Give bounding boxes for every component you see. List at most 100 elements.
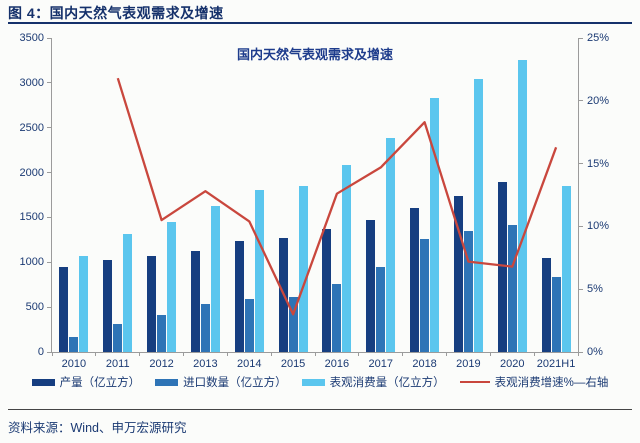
bar-2 bbox=[157, 314, 167, 352]
bar-3 bbox=[79, 255, 89, 352]
legend-label: 进口数量（亿立方） bbox=[183, 377, 287, 389]
bar-1 bbox=[234, 240, 244, 352]
bar-3 bbox=[167, 222, 177, 352]
chart-title: 国内天然气表观需求及增速 bbox=[236, 47, 393, 62]
x-tick bbox=[446, 353, 447, 356]
y-axis-label-right: 25% bbox=[587, 32, 610, 44]
bar-2 bbox=[551, 277, 561, 352]
y-axis-label-right: 0% bbox=[587, 346, 603, 358]
bar-2 bbox=[507, 225, 517, 352]
y-tick-right bbox=[579, 225, 583, 227]
x-tick bbox=[183, 353, 184, 356]
y-axis-left bbox=[51, 38, 52, 352]
y-axis-right bbox=[578, 38, 579, 352]
y-tick-right bbox=[579, 288, 583, 290]
bar-2 bbox=[332, 284, 342, 352]
x-tick bbox=[402, 353, 404, 356]
x-axis-label: 2013 bbox=[193, 358, 218, 370]
legend-item: 表观消费量（亿立方） bbox=[301, 374, 445, 390]
y-axis-label: 1000 bbox=[19, 256, 44, 269]
y-axis-label: 0 bbox=[37, 346, 44, 358]
growth-line bbox=[116, 77, 558, 316]
x-axis-label: 2021H1 bbox=[536, 358, 576, 370]
y-axis-label-right: 5% bbox=[587, 283, 603, 296]
y-axis-label: 500 bbox=[25, 301, 44, 314]
bar-2 bbox=[463, 230, 473, 352]
growth-polyline bbox=[116, 77, 558, 316]
legend-line-swatch bbox=[459, 380, 490, 384]
bar-1 bbox=[322, 229, 332, 352]
source-divider bbox=[8, 409, 632, 410]
y-axis-label: 3500 bbox=[19, 32, 44, 44]
y-tick-right bbox=[579, 351, 583, 353]
x-axis-label: 2018 bbox=[412, 358, 437, 370]
legend: 产量（亿立方） 进口数量（亿立方） 表观消费量（亿立方） 表观消费增速%—右轴 bbox=[0, 374, 640, 390]
x-axis-label: 2010 bbox=[61, 358, 87, 370]
bar-3 bbox=[561, 186, 571, 352]
legend-label: 产量（亿立方） bbox=[59, 377, 141, 389]
x-tick bbox=[577, 353, 579, 356]
bar-3 bbox=[386, 137, 396, 352]
bar-2 bbox=[113, 324, 123, 352]
bar-1 bbox=[497, 182, 507, 352]
source-text: 资料来源：Wind、申万宏源研究 bbox=[8, 421, 187, 435]
bar-3 bbox=[342, 164, 352, 352]
y-tick-right bbox=[579, 100, 583, 102]
legend-item: 进口数量（亿立方） bbox=[155, 374, 287, 390]
y-axis-label-right: 10% bbox=[587, 220, 610, 233]
bar-1 bbox=[410, 207, 420, 352]
legend-bar-swatch bbox=[31, 378, 55, 386]
title-divider bbox=[8, 22, 632, 24]
figure-title: 图 4：国内天然气表观需求及增速 bbox=[8, 5, 224, 21]
y-tick-left bbox=[47, 216, 51, 218]
chart: 国内天然气表观需求及增速 0 500 1000 1500 2000 2500 3000 350… bbox=[0, 24, 640, 399]
x-tick bbox=[139, 353, 141, 356]
x-tick bbox=[489, 353, 491, 356]
bar-3 bbox=[254, 189, 264, 352]
legend-label: 表观消费量（亿立方） bbox=[329, 377, 445, 389]
plot-area: 0 500 1000 1500 2000 2500 3000 3500 0% 5% 10% 15% 20… bbox=[20, 32, 610, 370]
x-axis-label: 2019 bbox=[456, 358, 481, 370]
y-tick-left bbox=[47, 82, 51, 84]
legend-label: 表观消费增速%—右轴 bbox=[494, 377, 609, 389]
bar-1 bbox=[453, 195, 463, 352]
x-axis-label: 2012 bbox=[149, 358, 174, 370]
bar-2 bbox=[244, 299, 254, 352]
bar-1 bbox=[59, 266, 69, 352]
bar-3 bbox=[473, 79, 483, 352]
bar-1 bbox=[103, 259, 113, 352]
y-axis-label: 2000 bbox=[19, 166, 44, 179]
x-axis-label: 2020 bbox=[500, 358, 525, 370]
x-tick bbox=[270, 353, 272, 356]
y-axis-label-right: 20% bbox=[587, 94, 610, 107]
y-axis-label: 3000 bbox=[19, 76, 44, 89]
x-tick bbox=[314, 353, 316, 356]
y-tick-left bbox=[47, 127, 51, 129]
bar-3 bbox=[430, 98, 440, 352]
y-tick-right bbox=[579, 163, 583, 165]
x-tick bbox=[95, 353, 97, 356]
y-axis-label: 2500 bbox=[19, 121, 44, 134]
bar-1 bbox=[366, 219, 376, 352]
x-tick bbox=[533, 353, 535, 356]
x-axis-label: 2016 bbox=[324, 358, 350, 370]
x-axis-label: 2011 bbox=[105, 358, 130, 370]
bar-2 bbox=[200, 304, 210, 352]
y-tick-left bbox=[47, 261, 51, 263]
legend-item: 产量（亿立方） bbox=[31, 374, 141, 390]
x-tick bbox=[51, 353, 53, 356]
bar-3 bbox=[517, 60, 527, 352]
x-axis-label: 2014 bbox=[237, 358, 262, 370]
bar-1 bbox=[541, 258, 551, 352]
y-axis-label-right: 15% bbox=[587, 157, 610, 170]
x-tick bbox=[226, 353, 228, 356]
x-axis bbox=[51, 352, 579, 353]
bar-2 bbox=[376, 266, 386, 352]
bar-2 bbox=[69, 337, 79, 352]
x-axis-label: 2017 bbox=[368, 358, 393, 370]
bar-3 bbox=[298, 186, 308, 352]
legend-item: 表观消费增速%—右轴 bbox=[459, 374, 609, 390]
bar-2 bbox=[420, 239, 430, 352]
legend-bar-swatch bbox=[301, 378, 325, 386]
